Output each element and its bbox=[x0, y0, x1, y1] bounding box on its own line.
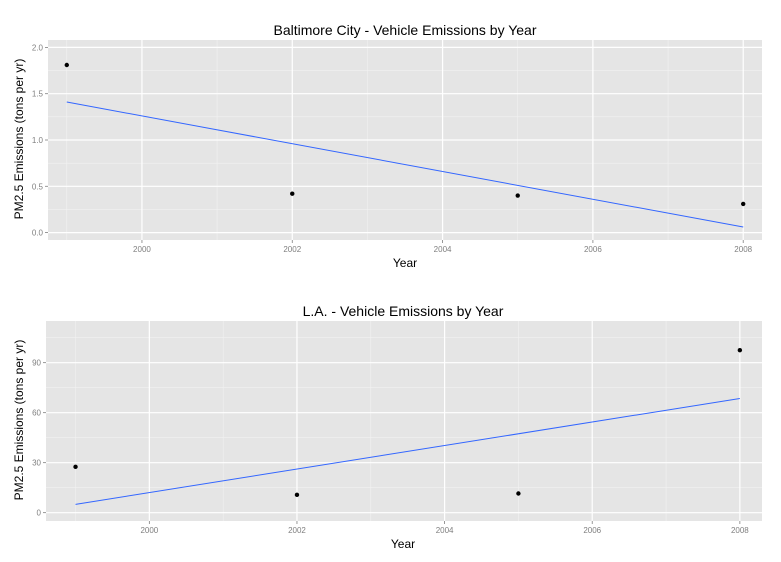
y-tick-label: 60 bbox=[32, 409, 41, 418]
x-tick-label: 2004 bbox=[434, 245, 452, 254]
x-axis-title: Year bbox=[391, 537, 415, 551]
baltimore-chart: Baltimore City - Vehicle Emissions by Ye… bbox=[12, 22, 762, 270]
data-point bbox=[737, 347, 743, 353]
y-axis-title: PM2.5 Emissions (tons per yr) bbox=[12, 59, 26, 220]
trend-line bbox=[75, 398, 740, 505]
trend-line bbox=[66, 101, 744, 228]
y-tick-label: 90 bbox=[32, 359, 41, 368]
y-tick-label: 30 bbox=[32, 459, 41, 468]
y-tick-label: 0.5 bbox=[32, 182, 44, 191]
x-tick-label: 2008 bbox=[734, 245, 752, 254]
data-point bbox=[290, 191, 295, 196]
x-tick-label: 2000 bbox=[133, 245, 151, 254]
la-chart: L.A. - Vehicle Emissions by Year Year PM… bbox=[12, 303, 762, 551]
y-tick-label: 1.0 bbox=[32, 136, 44, 145]
y-tick-label: 2.0 bbox=[32, 43, 44, 52]
x-axis-title: Year bbox=[393, 256, 417, 270]
data-point bbox=[515, 193, 520, 198]
x-tick-label: 2000 bbox=[140, 526, 158, 535]
x-tick-label: 2002 bbox=[283, 245, 301, 254]
y-tick-label: 0.0 bbox=[32, 229, 44, 238]
data-point bbox=[64, 62, 69, 68]
chart-title: L.A. - Vehicle Emissions by Year bbox=[303, 303, 504, 319]
data-point bbox=[741, 201, 746, 207]
y-tick-label: 1.5 bbox=[32, 90, 44, 99]
x-tick-label: 2008 bbox=[731, 526, 749, 535]
data-point bbox=[294, 492, 300, 498]
x-tick-label: 2006 bbox=[584, 245, 602, 254]
data-point bbox=[516, 491, 521, 496]
y-tick-label: 0 bbox=[37, 509, 42, 518]
y-axis-title: PM2.5 Emissions (tons per yr) bbox=[12, 340, 26, 501]
data-point bbox=[73, 464, 78, 470]
x-tick-label: 2002 bbox=[288, 526, 306, 535]
x-tick-label: 2004 bbox=[436, 526, 454, 535]
plot-panel bbox=[46, 321, 762, 521]
chart-title: Baltimore City - Vehicle Emissions by Ye… bbox=[274, 22, 537, 38]
x-tick-label: 2006 bbox=[583, 526, 601, 535]
